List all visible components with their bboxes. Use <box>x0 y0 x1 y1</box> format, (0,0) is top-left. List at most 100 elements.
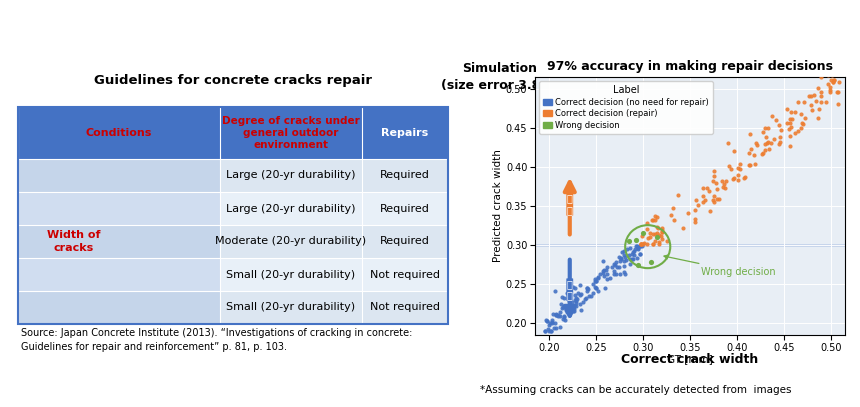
Bar <box>18 107 448 159</box>
Point <box>569 302 583 309</box>
Point <box>706 178 720 184</box>
Point <box>549 319 562 326</box>
Point <box>631 246 645 253</box>
Text: Required: Required <box>380 204 430 214</box>
Point <box>542 328 556 334</box>
Point <box>597 267 611 273</box>
Point <box>671 192 685 198</box>
Point <box>831 89 845 95</box>
Point <box>603 275 617 281</box>
Point <box>580 286 594 292</box>
Point <box>808 98 822 104</box>
Point <box>727 148 740 154</box>
Text: Simulation
(size error 3.8%): Simulation (size error 3.8%) <box>441 62 559 92</box>
Point <box>600 264 614 270</box>
Point <box>630 236 643 243</box>
Point <box>556 293 569 300</box>
Point <box>832 100 845 107</box>
Point <box>784 124 798 130</box>
Point <box>696 193 709 199</box>
Point <box>789 129 802 136</box>
Point <box>571 290 585 297</box>
Text: Large (20-yr durability): Large (20-yr durability) <box>226 204 356 214</box>
Bar <box>18 225 448 258</box>
Point <box>761 139 775 146</box>
Point <box>761 125 775 131</box>
Point <box>814 89 827 95</box>
Point <box>719 177 733 184</box>
Point <box>573 292 587 299</box>
Point <box>646 241 660 247</box>
Bar <box>18 107 448 324</box>
Point <box>652 241 666 247</box>
Point <box>731 177 745 183</box>
Point <box>652 239 666 245</box>
Point <box>689 197 703 203</box>
Point <box>607 267 621 274</box>
Point <box>629 245 642 252</box>
Text: Small (20-yr durability): Small (20-yr durability) <box>226 302 355 313</box>
Point <box>551 312 565 319</box>
Point <box>796 121 810 127</box>
Point <box>574 282 587 288</box>
Point <box>648 212 662 219</box>
Point <box>823 87 837 94</box>
Text: Guidelines for concrete cracks repair: Guidelines for concrete cracks repair <box>94 74 372 87</box>
Point <box>756 129 770 135</box>
Point <box>655 236 669 242</box>
Point <box>597 258 611 264</box>
Point <box>650 214 664 220</box>
Bar <box>18 291 448 324</box>
Point <box>574 291 587 297</box>
Point <box>703 188 716 195</box>
Point <box>734 166 747 173</box>
Point <box>731 172 745 178</box>
Point <box>589 285 603 291</box>
Point <box>650 234 664 241</box>
Point <box>812 114 826 121</box>
Point <box>783 116 797 122</box>
Point <box>743 130 757 137</box>
Point <box>591 274 605 280</box>
Point <box>614 255 628 261</box>
Point <box>613 257 627 264</box>
Point <box>589 278 603 284</box>
Point <box>617 258 630 264</box>
Point <box>568 298 582 304</box>
Bar <box>18 258 220 291</box>
Bar <box>18 159 448 192</box>
Point <box>783 143 797 149</box>
Point <box>744 146 758 153</box>
Point <box>568 306 581 313</box>
Point <box>545 318 559 325</box>
Text: Large (20-yr durability): Large (20-yr durability) <box>226 171 356 180</box>
Point <box>804 101 818 108</box>
Point <box>623 261 636 267</box>
Point <box>750 142 764 149</box>
Point <box>622 238 636 245</box>
Point <box>759 125 772 131</box>
Point <box>617 263 631 269</box>
Point <box>544 328 557 334</box>
Point <box>655 228 669 235</box>
Point <box>633 243 647 249</box>
Point <box>759 133 773 140</box>
Point <box>646 216 660 223</box>
Point <box>646 217 660 223</box>
Point <box>772 141 786 148</box>
Point <box>721 140 734 147</box>
Point <box>798 115 812 121</box>
Point <box>538 328 552 334</box>
Point <box>556 295 570 301</box>
Point <box>826 78 839 85</box>
Point <box>615 249 629 255</box>
Point <box>592 287 605 294</box>
Point <box>626 256 640 263</box>
Legend: Correct decision (no need for repair), Correct decision (repair), Wrong decision: Correct decision (no need for repair), C… <box>539 81 713 134</box>
Point <box>567 307 580 314</box>
Title: 97% accuracy in making repair decisions: 97% accuracy in making repair decisions <box>547 60 833 73</box>
Point <box>643 230 657 237</box>
Point <box>665 212 679 219</box>
Point <box>634 241 648 247</box>
Text: Conditions: Conditions <box>86 128 152 138</box>
